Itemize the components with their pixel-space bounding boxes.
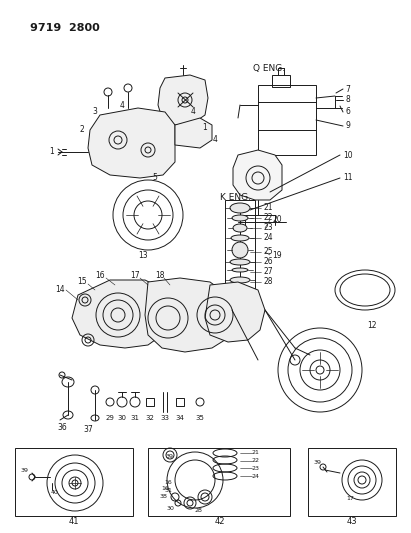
Text: 30: 30 <box>118 415 127 421</box>
Text: 28: 28 <box>263 278 272 287</box>
Bar <box>15 448 133 516</box>
Text: 42: 42 <box>215 518 225 527</box>
Text: 39: 39 <box>166 454 174 458</box>
Text: 35: 35 <box>196 415 204 421</box>
Text: 24: 24 <box>263 233 272 243</box>
Text: 23: 23 <box>263 223 272 232</box>
Text: 1: 1 <box>50 148 54 157</box>
Ellipse shape <box>232 242 248 258</box>
Ellipse shape <box>230 277 250 283</box>
Text: 29: 29 <box>106 415 114 421</box>
Text: Q ENG.: Q ENG. <box>253 63 285 72</box>
Bar <box>308 448 396 516</box>
Bar <box>225 200 255 295</box>
Text: 6: 6 <box>346 108 351 117</box>
Ellipse shape <box>232 268 248 272</box>
Text: 38: 38 <box>159 495 167 499</box>
Text: 13: 13 <box>138 251 148 260</box>
Text: 12: 12 <box>367 320 377 329</box>
Text: 5: 5 <box>152 174 157 182</box>
Text: 7: 7 <box>346 85 351 93</box>
Text: 19: 19 <box>272 251 282 260</box>
Text: 9: 9 <box>346 122 351 131</box>
Polygon shape <box>145 278 232 352</box>
Text: 15: 15 <box>77 278 87 287</box>
Text: 33: 33 <box>161 415 169 421</box>
Ellipse shape <box>230 203 250 213</box>
Text: K ENG.: K ENG. <box>220 192 251 201</box>
Text: 8: 8 <box>346 95 350 104</box>
Text: 20: 20 <box>272 215 282 224</box>
Text: 4: 4 <box>120 101 125 109</box>
Text: 34: 34 <box>175 415 185 421</box>
Ellipse shape <box>233 224 247 232</box>
Text: 24: 24 <box>251 473 259 479</box>
Text: 30: 30 <box>166 505 174 511</box>
Text: 40: 40 <box>51 489 59 495</box>
Text: 25: 25 <box>263 247 272 256</box>
Text: 26: 26 <box>263 257 272 266</box>
Text: 1: 1 <box>203 124 208 133</box>
Polygon shape <box>205 282 265 342</box>
Text: 10: 10 <box>343 150 353 159</box>
Text: 3: 3 <box>92 108 97 117</box>
Polygon shape <box>233 150 282 200</box>
Text: 22: 22 <box>263 214 272 222</box>
Text: 18: 18 <box>155 271 165 280</box>
Text: 16: 16 <box>164 480 172 484</box>
Polygon shape <box>72 280 168 348</box>
Text: 28: 28 <box>194 507 202 513</box>
Text: 43: 43 <box>347 518 357 527</box>
Text: 14: 14 <box>55 286 65 295</box>
Ellipse shape <box>232 215 248 221</box>
Text: 36: 36 <box>57 424 67 432</box>
Bar <box>272 75 290 87</box>
Text: 21: 21 <box>251 450 259 456</box>
Text: 11: 11 <box>343 174 353 182</box>
Text: 17: 17 <box>346 496 354 500</box>
Text: 39: 39 <box>21 467 29 472</box>
Text: 37: 37 <box>83 425 93 434</box>
Text: 21: 21 <box>263 204 272 213</box>
Polygon shape <box>88 108 175 178</box>
Ellipse shape <box>230 259 250 265</box>
Polygon shape <box>158 75 208 125</box>
Text: 41: 41 <box>69 518 79 527</box>
Bar <box>258 85 316 155</box>
Bar <box>148 448 290 516</box>
Text: 23: 23 <box>251 465 259 471</box>
Text: 27: 27 <box>263 268 272 277</box>
Bar <box>176 398 184 406</box>
Text: 9719  2800: 9719 2800 <box>30 23 100 33</box>
Text: 16: 16 <box>95 271 105 280</box>
Text: 2: 2 <box>80 125 84 134</box>
Text: 31: 31 <box>164 488 172 492</box>
Text: 32: 32 <box>145 415 155 421</box>
Polygon shape <box>175 118 212 148</box>
Text: 31: 31 <box>131 415 139 421</box>
Text: 16: 16 <box>161 486 169 490</box>
Bar <box>146 398 154 406</box>
Ellipse shape <box>231 235 249 241</box>
Text: 17: 17 <box>130 271 140 280</box>
Text: 22: 22 <box>251 458 259 464</box>
Text: 4: 4 <box>212 135 217 144</box>
Text: 39: 39 <box>314 461 322 465</box>
Text: 4: 4 <box>191 108 196 117</box>
